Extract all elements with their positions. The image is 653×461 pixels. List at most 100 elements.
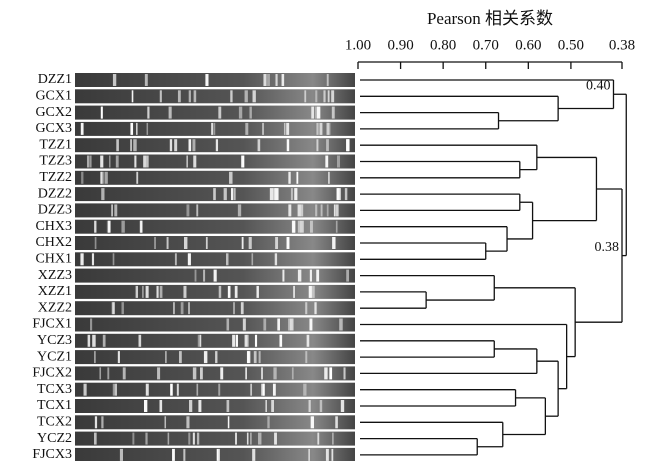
gel-band <box>188 139 192 152</box>
gel-band <box>159 90 162 103</box>
gel-band <box>294 188 298 201</box>
gel-band <box>167 432 170 445</box>
gel-band <box>112 74 117 86</box>
gel-band <box>250 432 252 445</box>
gel-band <box>324 367 328 380</box>
gel-band <box>317 432 320 445</box>
gel-band <box>223 188 227 201</box>
gel-lane <box>75 399 355 413</box>
gel-band <box>344 188 348 201</box>
gel-band <box>247 351 249 364</box>
gel-band <box>136 171 139 184</box>
gel-band <box>220 367 224 380</box>
leaf-label: CHX3 <box>35 219 72 234</box>
gel-band <box>147 106 150 119</box>
gel-band <box>309 269 312 282</box>
gel-band <box>309 220 313 233</box>
gel-band <box>230 90 233 103</box>
gel-band <box>257 139 261 152</box>
gel-band <box>145 155 149 168</box>
gel-band <box>94 416 98 429</box>
gel-band <box>226 400 230 412</box>
gel-band <box>112 302 115 315</box>
gel-band <box>80 122 84 135</box>
gel-band <box>271 400 274 412</box>
gel-band <box>186 416 190 429</box>
gel-band <box>306 334 310 347</box>
gel-band <box>308 400 311 412</box>
node-label: 0.38 <box>595 240 620 255</box>
gel-band <box>235 334 238 347</box>
gel-band <box>230 188 234 201</box>
gel-band <box>189 400 193 412</box>
gel-band <box>205 74 209 86</box>
gel-band <box>156 285 159 298</box>
gel-band <box>145 432 148 445</box>
gel-band <box>168 106 172 119</box>
gel-band <box>288 204 292 217</box>
chart-title: Pearson 相关系数 <box>427 9 553 28</box>
gel-band <box>261 367 263 380</box>
gel-band <box>320 204 323 217</box>
gel-band <box>187 253 191 266</box>
gel-band <box>215 351 218 364</box>
gel-band <box>131 90 134 103</box>
gel-band <box>130 139 132 152</box>
gel-lane <box>75 350 355 365</box>
gel-band <box>145 285 149 298</box>
gel-band <box>269 188 274 201</box>
gel-band <box>177 90 181 103</box>
gel-band <box>327 90 330 103</box>
gel-band <box>275 188 279 201</box>
gel-band <box>327 122 331 135</box>
gel-band <box>226 318 230 331</box>
gel-band <box>272 383 276 396</box>
gel-band <box>114 383 117 396</box>
gel-band <box>194 269 197 282</box>
gel-band <box>240 302 244 315</box>
gel-band <box>256 285 259 298</box>
gel-lane <box>75 301 355 316</box>
gel-lane <box>75 447 355 461</box>
gel-band <box>315 204 318 217</box>
gel-band <box>111 204 113 217</box>
gel-band <box>251 253 254 266</box>
gel-band <box>304 90 307 103</box>
gel-band <box>213 122 216 135</box>
gel-band <box>283 122 286 135</box>
gel-band <box>100 171 103 184</box>
gel-band <box>218 106 222 119</box>
gel-band <box>252 90 256 103</box>
gel-band <box>119 448 123 461</box>
gel-band <box>250 383 253 396</box>
leaf-label: DZZ2 <box>38 186 72 201</box>
gel-band <box>233 188 236 201</box>
gel-band <box>176 383 179 396</box>
leaf-label: FJCX1 <box>32 317 72 332</box>
gel-band <box>196 383 199 396</box>
gel-band <box>89 155 92 168</box>
gel-band <box>133 139 137 152</box>
gel-band <box>273 188 277 201</box>
gel-band <box>134 155 137 168</box>
gel-band <box>130 122 134 135</box>
gel-band <box>144 74 148 86</box>
gel-band <box>101 188 105 201</box>
gel-band <box>205 237 208 249</box>
gel-band <box>309 318 313 331</box>
x-tick-label: 0.60 <box>515 37 541 53</box>
gel-band <box>87 334 91 347</box>
gel-band <box>314 302 317 315</box>
gel-band <box>297 220 302 233</box>
leaf-label: TCX1 <box>37 398 72 413</box>
gel-band <box>277 318 280 331</box>
gel-lane <box>75 203 355 218</box>
gel-band <box>333 204 336 217</box>
leaf-label: TCX2 <box>37 415 72 430</box>
gel-band <box>274 432 277 445</box>
gel-band <box>114 204 118 217</box>
gel-band <box>100 171 104 184</box>
gel-band <box>297 204 301 217</box>
gel-band <box>227 416 230 429</box>
leaf-label: TCX3 <box>37 382 72 397</box>
